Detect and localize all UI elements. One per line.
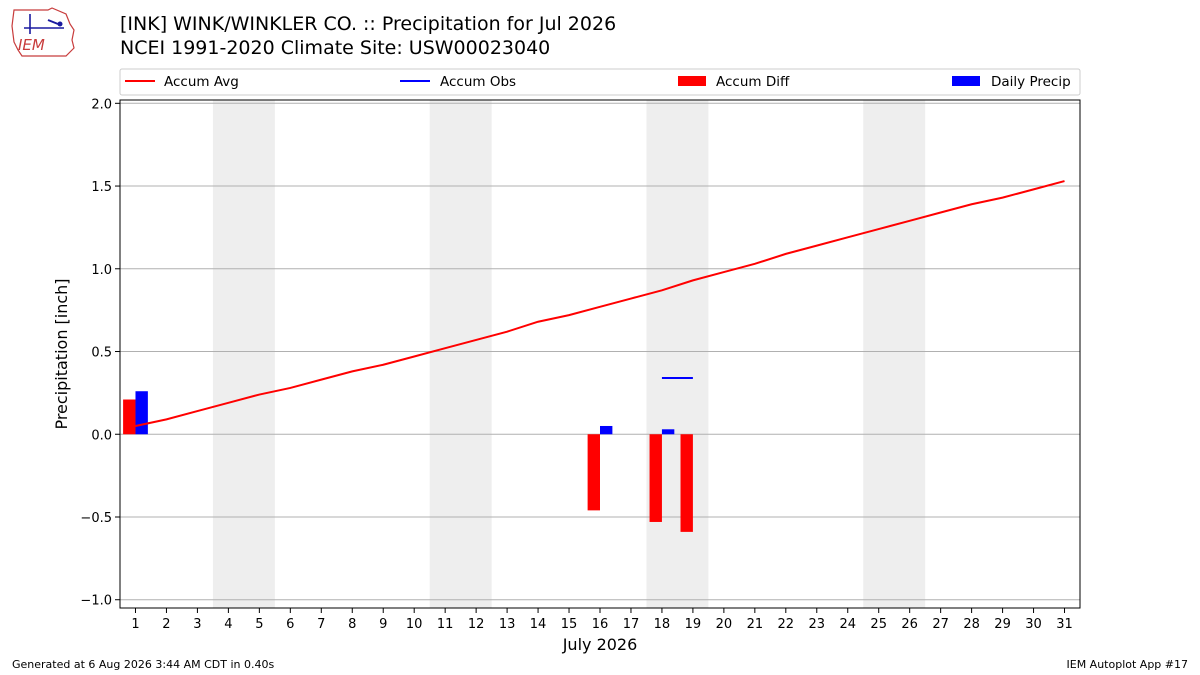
chart-title: [INK] WINK/WINKLER CO. :: Precipitation …: [120, 12, 616, 60]
x-tick-label: 19: [685, 617, 702, 632]
legend-swatch-daily-precip: [952, 76, 980, 86]
weekend-band: [429, 100, 492, 608]
x-tick-label: 27: [932, 617, 949, 632]
x-tick-label: 30: [1025, 617, 1042, 632]
x-tick-label: 24: [839, 617, 856, 632]
x-tick-label: 14: [530, 617, 547, 632]
accum-diff-bar-day-16: [587, 434, 600, 511]
x-tick-label: 26: [901, 617, 918, 632]
x-tick-label: 31: [1056, 617, 1073, 632]
x-tick-label: 25: [870, 617, 887, 632]
daily-precip-bar-day-1: [135, 391, 148, 435]
y-tick-label: 0.5: [91, 346, 112, 361]
x-tick-label: 28: [963, 617, 980, 632]
legend-frame: [119, 68, 1081, 96]
x-tick-label: 3: [193, 617, 201, 632]
accum-diff-bar-day-1: [123, 399, 136, 435]
lines: [135, 180, 1065, 427]
y-tick-label: 1.5: [91, 180, 112, 195]
x-tick-label: 18: [654, 617, 671, 632]
accum-avg-line: [135, 180, 1065, 427]
legend-swatch-accum-diff: [678, 76, 706, 86]
x-tick-label: 7: [317, 617, 325, 632]
legend-label-accum-obs: Accum Obs: [440, 74, 516, 90]
svg-text:IEM: IEM: [18, 36, 45, 54]
bars: [123, 391, 693, 532]
y-axis-label: Precipitation [inch]: [52, 278, 71, 429]
daily-precip-bar-day-18: [661, 429, 675, 435]
y-ticks: −1.0 −0.5 0.0 0.5 1.0 1.5 2.0: [80, 97, 120, 609]
x-tick-label: 23: [809, 617, 826, 632]
x-tick-label: 10: [406, 617, 423, 632]
x-tick-label: 5: [255, 617, 263, 632]
x-tick-label: 11: [437, 617, 454, 632]
x-ticks: 1 2 3 4 5 6 7 8 9 10 11 12 13 14 15 16 17 18 19 20 21 22 23 24 2…: [131, 608, 1073, 632]
x-tick-label: 29: [994, 617, 1011, 632]
title-line-2: NCEI 1991-2020 Climate Site: USW00023040: [120, 37, 551, 59]
weekend-band: [212, 100, 275, 608]
y-tick-label: −1.0: [80, 594, 112, 609]
y-tick-label: 0.0: [91, 428, 112, 443]
x-tick-label: 17: [623, 617, 640, 632]
x-axis-label: July 2026: [562, 635, 638, 654]
x-tick-label: 2: [162, 617, 170, 632]
x-tick-label: 12: [468, 617, 485, 632]
y-tick-label: 2.0: [91, 97, 112, 112]
x-tick-label: 4: [224, 617, 232, 632]
legend-label-daily-precip: Daily Precip: [991, 74, 1071, 90]
x-tick-label: 21: [747, 617, 764, 632]
y-tick-label: 1.0: [91, 263, 112, 278]
title-line-1: [INK] WINK/WINKLER CO. :: Precipitation …: [120, 13, 617, 35]
x-tick-label: 16: [592, 617, 609, 632]
y-tick-label: −0.5: [80, 511, 112, 526]
x-tick-label: 6: [286, 617, 294, 632]
iem-logo: IEM: [11, 7, 75, 57]
x-tick-label: 20: [716, 617, 733, 632]
daily-precip-bar-day-16: [600, 425, 613, 435]
accum-diff-bar-day-19: [680, 434, 693, 532]
legend-label-accum-avg: Accum Avg: [164, 74, 239, 90]
x-tick-label: 1: [131, 617, 139, 632]
x-tick-label: 22: [778, 617, 795, 632]
x-tick-label: 13: [499, 617, 516, 632]
x-tick-label: 8: [348, 617, 356, 632]
weekend-band: [863, 100, 926, 608]
accum-diff-bar-day-18: [649, 434, 662, 522]
weekend-bands: [212, 100, 926, 608]
x-tick-label: 15: [561, 617, 578, 632]
legend: Accum Avg Accum Obs Accum Diff Daily Precip: [119, 68, 1081, 96]
generated-timestamp: Generated at 6 Aug 2026 3:44 AM CDT in 0…: [12, 658, 275, 671]
x-tick-label: 9: [379, 617, 387, 632]
weekend-band: [646, 100, 709, 608]
legend-label-accum-diff: Accum Diff: [716, 74, 790, 90]
app-label: IEM Autoplot App #17: [1066, 658, 1189, 671]
